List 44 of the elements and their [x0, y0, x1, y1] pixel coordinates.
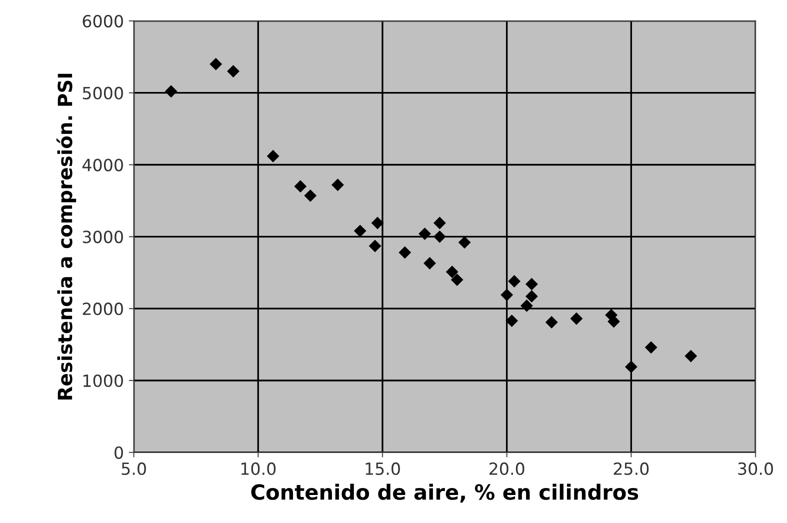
- point: [525, 278, 538, 290]
- point: [570, 312, 583, 325]
- x-axis-title: Contenido de aire, % en cilindros: [251, 484, 638, 503]
- point: [458, 236, 471, 249]
- point: [545, 316, 558, 328]
- point: [508, 275, 520, 288]
- y-tick-label: 4000: [82, 158, 123, 172]
- point: [506, 314, 518, 328]
- point: [332, 178, 344, 192]
- y-tick-label: 1000: [83, 374, 123, 388]
- point: [164, 85, 178, 98]
- point: [520, 299, 533, 312]
- point: [266, 150, 280, 162]
- point: [304, 189, 317, 202]
- x-tick-label: 10.0: [241, 462, 276, 476]
- y-tick-label: 0: [114, 446, 123, 459]
- point: [446, 266, 458, 278]
- point: [644, 341, 658, 354]
- point: [368, 240, 382, 252]
- point: [424, 257, 436, 270]
- x-tick-label: 5.0: [122, 462, 146, 476]
- point: [398, 246, 412, 259]
- y-tick-label: 3000: [82, 230, 123, 244]
- x-tick-label: 20.0: [489, 462, 524, 476]
- point: [227, 65, 240, 78]
- point: [433, 216, 446, 230]
- point: [450, 274, 464, 286]
- y-tick-label: 2000: [82, 302, 123, 316]
- point: [371, 216, 384, 230]
- y-tick-label: 6000: [82, 14, 123, 28]
- point: [500, 288, 514, 302]
- point: [294, 180, 307, 193]
- point: [418, 228, 431, 240]
- point: [433, 230, 446, 243]
- y-tick-label: 5000: [82, 86, 123, 100]
- point: [624, 360, 638, 374]
- point: [684, 350, 698, 362]
- x-tick-label: 25.0: [614, 462, 649, 476]
- point: [354, 224, 366, 238]
- point: [525, 290, 538, 303]
- x-tick-label: 30.0: [738, 462, 773, 476]
- point: [210, 58, 222, 70]
- x-tick-label: 15.0: [366, 462, 400, 476]
- y-axis-title: Resistencia a compresión. PSI: [56, 74, 76, 400]
